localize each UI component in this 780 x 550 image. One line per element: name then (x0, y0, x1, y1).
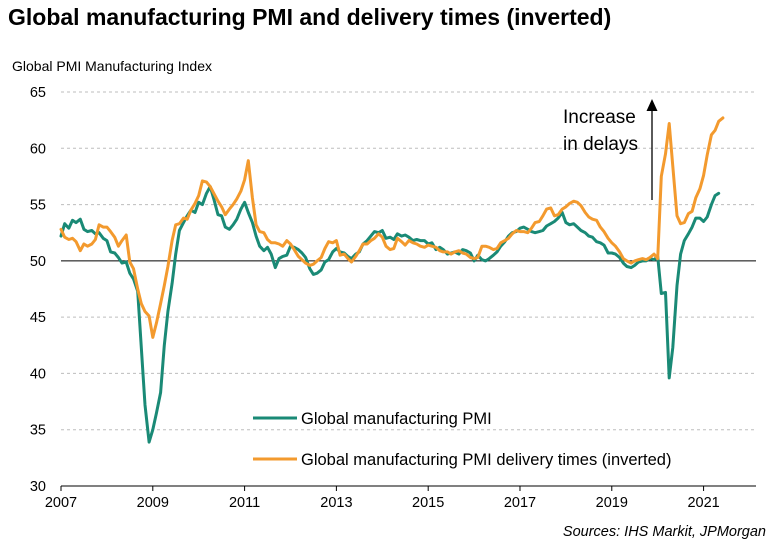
y-tick-label-60: 60 (30, 141, 46, 157)
y-tick-labels: 30 35 40 45 50 55 60 65 (30, 85, 46, 495)
x-tick-label-2009: 2009 (137, 495, 169, 511)
source-note: Sources: IHS Markit, JPMorgan (562, 524, 766, 540)
legend: Global manufacturing PMI Global manufact… (253, 410, 671, 469)
x-tick-label-2015: 2015 (412, 495, 444, 511)
legend-label-pmi: Global manufacturing PMI (301, 410, 492, 428)
x-tick-label-2021: 2021 (687, 495, 719, 511)
x-tick-label-2013: 2013 (320, 495, 352, 511)
annotation-line-1: Increase (563, 107, 636, 128)
y-axis-label: Global PMI Manufacturing Index (12, 58, 212, 74)
y-tick-label-65: 65 (30, 85, 46, 101)
x-tick-label-2019: 2019 (596, 495, 628, 511)
series-lines (59, 116, 725, 444)
annotation-arrow-head-icon (646, 99, 658, 111)
x-tick-labels: 2007 2009 2011 2013 2015 2017 2019 2021 (45, 495, 720, 511)
y-tick-label-30: 30 (30, 479, 46, 495)
y-tick-label-55: 55 (30, 198, 46, 214)
x-tick-label-2007: 2007 (45, 495, 77, 511)
grid-lines (61, 91, 756, 431)
annotation-line-2: in delays (563, 134, 638, 155)
y-tick-label-35: 35 (30, 423, 46, 439)
x-tick-label-2017: 2017 (504, 495, 536, 511)
y-tick-label-45: 45 (30, 310, 46, 326)
x-tick-label-2011: 2011 (229, 495, 260, 511)
annotation-group: Increase in delays (563, 99, 658, 200)
y-tick-label-50: 50 (30, 254, 46, 270)
series-line-pmi (59, 185, 721, 444)
y-tick-label-40: 40 (30, 366, 46, 382)
legend-label-delivery: Global manufacturing PMI delivery times … (301, 451, 671, 469)
series-line-delivery (59, 116, 725, 339)
chart-title: Global manufacturing PMI and delivery ti… (8, 4, 612, 30)
